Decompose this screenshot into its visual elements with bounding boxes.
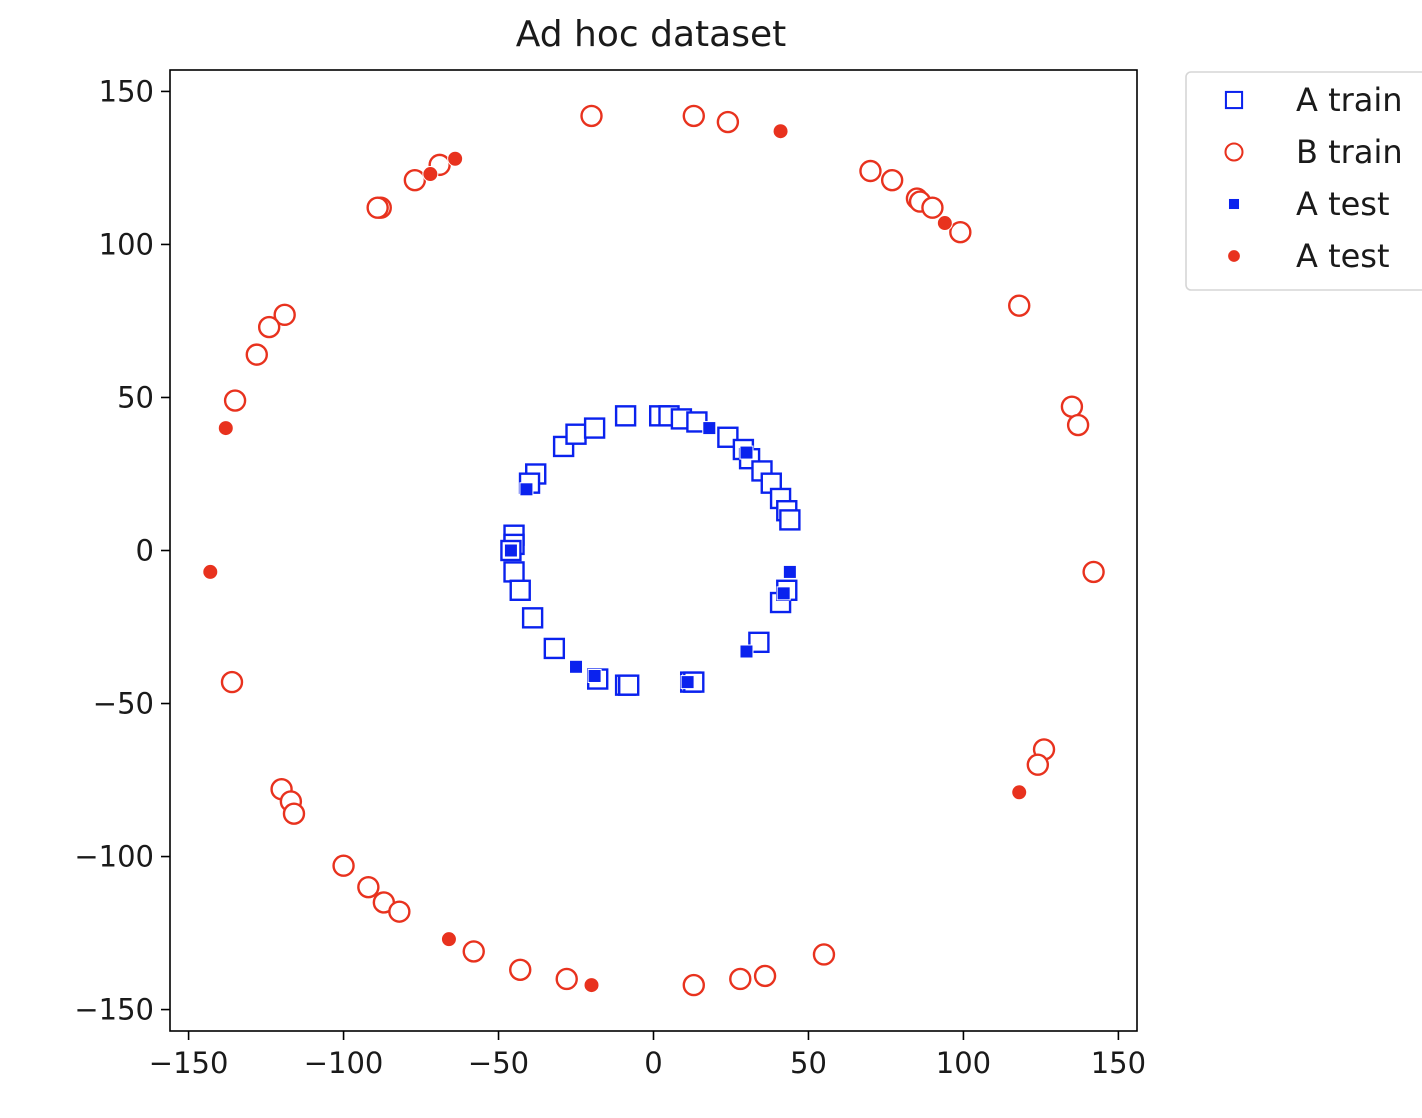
data-point xyxy=(776,586,791,601)
y-tick-label: 100 xyxy=(99,227,154,261)
data-point xyxy=(921,196,944,219)
data-point xyxy=(739,644,754,659)
data-point xyxy=(1008,294,1031,317)
legend-label: A test xyxy=(1296,185,1390,223)
data-point xyxy=(779,509,801,531)
data-point xyxy=(1066,413,1090,437)
data-point xyxy=(716,110,740,134)
data-point xyxy=(880,168,904,192)
data-point xyxy=(245,343,268,366)
series-3-points xyxy=(202,123,1028,994)
legend-label: B train xyxy=(1296,133,1403,171)
data-point xyxy=(462,940,485,963)
data-point xyxy=(1011,784,1028,801)
x-tick-label: −100 xyxy=(304,1046,384,1080)
data-point xyxy=(583,417,606,439)
legend-marker xyxy=(1227,197,1241,211)
data-point xyxy=(447,150,464,167)
data-point xyxy=(748,631,770,654)
data-point xyxy=(680,675,695,690)
data-point xyxy=(422,166,439,183)
data-point xyxy=(543,637,566,660)
data-point xyxy=(202,563,219,580)
data-point xyxy=(565,423,587,445)
data-point xyxy=(859,159,882,183)
plot-points xyxy=(202,104,1105,997)
plot-frame xyxy=(169,69,1138,1032)
data-point xyxy=(569,659,584,674)
x-tick-label: 50 xyxy=(790,1046,827,1080)
data-point xyxy=(614,405,637,427)
data-point xyxy=(388,900,411,923)
data-point xyxy=(257,315,281,339)
legend-box xyxy=(1185,71,1422,291)
data-point xyxy=(729,967,752,991)
x-tick-label: −50 xyxy=(468,1046,529,1080)
x-axis: −150 −100 −50 0 50 100 150 xyxy=(149,1031,1146,1080)
data-point xyxy=(519,482,534,497)
data-point xyxy=(357,875,380,899)
y-tick-label: −100 xyxy=(74,840,154,874)
y-tick-label: −50 xyxy=(93,687,154,721)
legend-marker xyxy=(1227,249,1241,263)
data-point xyxy=(583,977,600,994)
x-tick-label: 150 xyxy=(1091,1046,1146,1080)
legend-marker xyxy=(1224,142,1244,162)
y-axis: 150 100 50 0 −50 −100 −150 xyxy=(74,74,170,1027)
data-point xyxy=(587,668,602,683)
data-point xyxy=(812,943,836,966)
series-1-points xyxy=(220,104,1105,997)
data-point xyxy=(682,104,705,128)
y-tick-label: 0 xyxy=(136,534,154,568)
data-point xyxy=(440,931,457,948)
data-point xyxy=(555,967,578,991)
data-point xyxy=(949,221,972,244)
data-point xyxy=(503,561,525,583)
series-0-points xyxy=(500,405,801,696)
series-2-points xyxy=(503,421,797,690)
data-point xyxy=(521,607,544,629)
data-point xyxy=(772,123,789,140)
y-tick-label: 50 xyxy=(117,380,154,414)
legend-label: A train xyxy=(1296,81,1403,119)
data-point xyxy=(217,420,234,437)
data-point xyxy=(332,854,355,877)
data-point xyxy=(936,215,953,232)
data-point xyxy=(366,196,389,219)
data-point xyxy=(503,543,518,558)
data-point xyxy=(509,579,531,601)
data-point xyxy=(220,670,244,694)
data-point xyxy=(1082,560,1105,584)
legend: A train B train A test A test xyxy=(1185,71,1422,291)
data-point xyxy=(702,421,717,436)
x-tick-label: −150 xyxy=(149,1046,229,1080)
data-point xyxy=(282,802,306,825)
legend-label: A test xyxy=(1296,237,1390,275)
data-point xyxy=(223,389,247,412)
data-point xyxy=(1060,395,1084,418)
data-point xyxy=(753,964,777,988)
data-point xyxy=(618,674,640,696)
x-tick-label: 100 xyxy=(936,1046,991,1080)
y-tick-label: −150 xyxy=(74,993,154,1027)
data-point xyxy=(273,303,296,327)
data-point xyxy=(682,973,705,997)
x-tick-label: 0 xyxy=(644,1046,662,1080)
data-point xyxy=(717,426,739,448)
data-point xyxy=(403,168,427,192)
y-tick-label: 150 xyxy=(99,74,154,108)
data-point xyxy=(739,445,754,460)
data-point xyxy=(580,104,603,128)
legend-marker xyxy=(1224,90,1244,110)
data-point xyxy=(782,564,797,579)
chart-title: Ad hoc dataset xyxy=(516,14,786,55)
data-point xyxy=(509,958,532,981)
data-point xyxy=(1026,753,1050,776)
